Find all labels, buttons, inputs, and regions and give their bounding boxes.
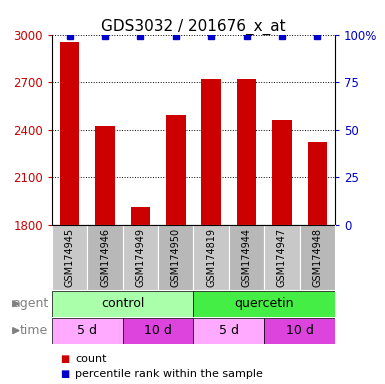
Bar bbox=[201, 79, 221, 225]
Text: GSM174945: GSM174945 bbox=[65, 228, 75, 287]
Bar bbox=[308, 142, 327, 225]
Bar bbox=[87, 225, 123, 290]
Bar bbox=[52, 225, 87, 290]
Bar bbox=[123, 318, 193, 344]
Text: control: control bbox=[101, 297, 144, 310]
Text: agent: agent bbox=[12, 297, 48, 310]
Text: 10 d: 10 d bbox=[144, 324, 172, 337]
Bar bbox=[193, 225, 229, 290]
Bar bbox=[158, 225, 193, 290]
Text: GSM174948: GSM174948 bbox=[312, 228, 322, 287]
Bar bbox=[166, 115, 186, 225]
Text: GSM174819: GSM174819 bbox=[206, 228, 216, 287]
Bar bbox=[229, 225, 264, 290]
Text: GSM174949: GSM174949 bbox=[136, 228, 146, 287]
Bar bbox=[131, 207, 150, 225]
Text: GSM174944: GSM174944 bbox=[241, 228, 251, 287]
Bar bbox=[272, 120, 291, 225]
Bar bbox=[123, 225, 158, 290]
Bar bbox=[300, 225, 335, 290]
Text: time: time bbox=[20, 324, 48, 337]
Text: 5 d: 5 d bbox=[219, 324, 239, 337]
Title: GDS3032 / 201676_x_at: GDS3032 / 201676_x_at bbox=[101, 18, 286, 35]
Bar bbox=[237, 79, 256, 225]
Bar bbox=[264, 225, 300, 290]
Bar bbox=[193, 318, 264, 344]
Text: ■: ■ bbox=[60, 354, 69, 364]
Text: quercetin: quercetin bbox=[234, 297, 294, 310]
Bar bbox=[52, 318, 123, 344]
Bar bbox=[264, 318, 335, 344]
Text: percentile rank within the sample: percentile rank within the sample bbox=[75, 369, 263, 379]
Text: GSM174946: GSM174946 bbox=[100, 228, 110, 287]
Text: GSM174950: GSM174950 bbox=[171, 228, 181, 287]
Text: 5 d: 5 d bbox=[77, 324, 97, 337]
Text: 10 d: 10 d bbox=[286, 324, 313, 337]
Text: GSM174947: GSM174947 bbox=[277, 228, 287, 287]
Text: ■: ■ bbox=[60, 369, 69, 379]
Bar bbox=[193, 291, 335, 317]
Bar bbox=[95, 126, 115, 225]
Bar bbox=[52, 291, 193, 317]
Text: count: count bbox=[75, 354, 107, 364]
Bar bbox=[60, 43, 79, 225]
